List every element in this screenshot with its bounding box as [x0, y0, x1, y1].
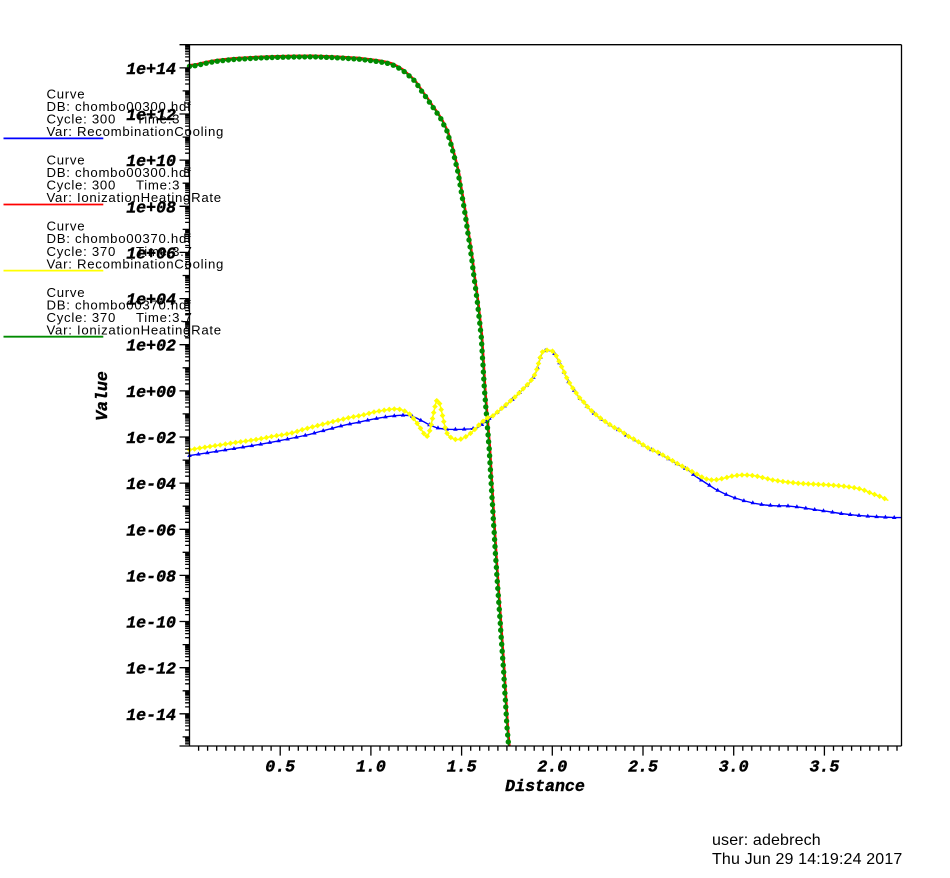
svg-text:1e+10: 1e+10 — [126, 152, 176, 171]
svg-text:Var: IonizationHeatingRate: Var: IonizationHeatingRate — [47, 190, 222, 205]
svg-text:1e-10: 1e-10 — [126, 614, 176, 633]
svg-text:Curve: Curve — [47, 153, 86, 168]
svg-text:0.5: 0.5 — [265, 758, 295, 777]
svg-text:2.0: 2.0 — [537, 758, 567, 777]
svg-text:Cycle: 370: Cycle: 370 — [47, 310, 117, 325]
svg-text:Time:3: Time:3 — [136, 178, 180, 193]
svg-text:DB: chombo00300.hdf: DB: chombo00300.hdf — [47, 165, 192, 180]
svg-text:Curve: Curve — [47, 285, 86, 300]
svg-text:1e-14: 1e-14 — [126, 706, 176, 725]
svg-text:1e-04: 1e-04 — [126, 475, 176, 494]
svg-text:1e-06: 1e-06 — [126, 521, 176, 540]
svg-text:Thu Jun 29 14:19:24 2017: Thu Jun 29 14:19:24 2017 — [712, 851, 902, 868]
svg-text:Time:3.7: Time:3.7 — [136, 244, 193, 259]
svg-text:DB: chombo00370.hdf: DB: chombo00370.hdf — [47, 297, 192, 312]
svg-text:Time:3: Time:3 — [136, 112, 180, 127]
svg-text:Value: Value — [93, 371, 112, 421]
svg-text:Time:3.7: Time:3.7 — [136, 310, 193, 325]
svg-text:1e-12: 1e-12 — [126, 660, 176, 679]
svg-text:Distance: Distance — [505, 777, 585, 796]
svg-text:Var: IonizationHeatingRate: Var: IonizationHeatingRate — [47, 322, 222, 337]
svg-text:user: adebrech: user: adebrech — [712, 832, 821, 849]
svg-text:1e+00: 1e+00 — [126, 383, 176, 402]
svg-text:1e+12: 1e+12 — [126, 106, 176, 125]
svg-text:2.5: 2.5 — [628, 758, 658, 777]
svg-text:1e+04: 1e+04 — [126, 291, 176, 310]
svg-text:DB: chombo00370.hdf: DB: chombo00370.hdf — [47, 231, 192, 246]
svg-text:Cycle: 300: Cycle: 300 — [47, 178, 117, 193]
svg-text:Cycle: 370: Cycle: 370 — [47, 244, 117, 259]
svg-text:1e+08: 1e+08 — [126, 198, 176, 217]
svg-text:DB: chombo00300.hdf: DB: chombo00300.hdf — [47, 99, 192, 114]
svg-text:3.5: 3.5 — [809, 758, 839, 777]
svg-text:Curve: Curve — [47, 87, 86, 102]
svg-text:Var: RecombinationCooling: Var: RecombinationCooling — [47, 256, 225, 271]
svg-text:3.0: 3.0 — [719, 758, 749, 777]
svg-text:1e+02: 1e+02 — [126, 337, 176, 356]
svg-text:Var: RecombinationCooling: Var: RecombinationCooling — [47, 124, 225, 139]
svg-text:Cycle: 300: Cycle: 300 — [47, 112, 117, 127]
svg-text:1e+06: 1e+06 — [126, 244, 176, 263]
svg-text:1e-02: 1e-02 — [126, 429, 176, 448]
svg-text:1e+14: 1e+14 — [126, 60, 176, 79]
svg-text:1.5: 1.5 — [447, 758, 477, 777]
svg-text:Curve: Curve — [47, 219, 86, 234]
svg-text:1.0: 1.0 — [356, 758, 386, 777]
svg-text:1e-08: 1e-08 — [126, 567, 176, 586]
